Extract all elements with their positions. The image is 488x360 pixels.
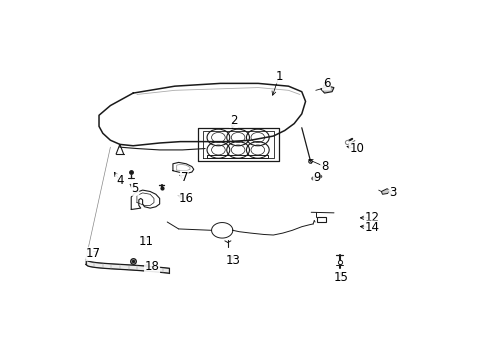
Text: 2: 2 — [229, 114, 237, 127]
Text: 13: 13 — [225, 254, 241, 267]
Text: 4: 4 — [116, 174, 123, 187]
Text: 11: 11 — [139, 235, 154, 248]
Text: 1: 1 — [275, 70, 282, 83]
Bar — [316, 217, 326, 222]
Text: 8: 8 — [320, 160, 327, 173]
Text: 17: 17 — [86, 247, 101, 260]
Text: 18: 18 — [144, 260, 159, 273]
Text: 9: 9 — [312, 171, 320, 184]
Text: 7: 7 — [180, 171, 188, 184]
Text: 5: 5 — [131, 182, 139, 195]
Polygon shape — [381, 189, 389, 194]
Text: 15: 15 — [333, 271, 348, 284]
Text: 6: 6 — [322, 77, 329, 90]
Polygon shape — [320, 86, 333, 93]
Text: 10: 10 — [348, 142, 364, 155]
Text: 16: 16 — [178, 192, 193, 205]
Text: 14: 14 — [364, 221, 379, 234]
Polygon shape — [85, 260, 169, 273]
Text: 3: 3 — [388, 186, 396, 199]
Text: 12: 12 — [364, 211, 379, 224]
